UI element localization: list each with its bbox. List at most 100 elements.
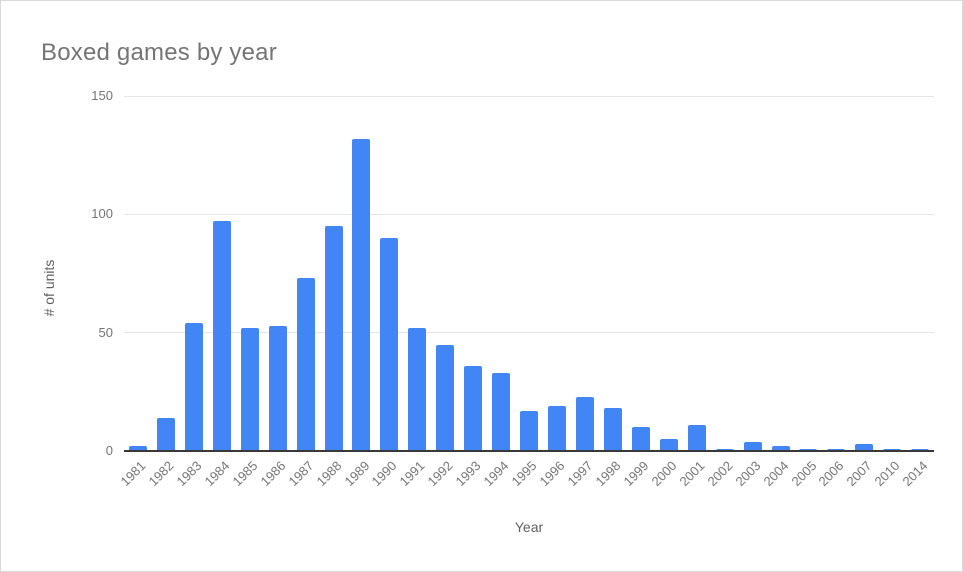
bar-slot-1989: 1989 <box>341 96 376 489</box>
bar-1981[interactable] <box>128 446 147 451</box>
x-tick-1995: 1995 <box>508 458 540 490</box>
bar-slot-1995: 1995 <box>509 96 543 489</box>
bar-slot-2014: 2014 <box>900 96 934 489</box>
bar-slot-1984: 1984 <box>201 96 236 489</box>
bar-slot-1991: 1991 <box>397 96 431 489</box>
bar-1999[interactable] <box>631 427 650 451</box>
x-axis-line <box>124 450 934 452</box>
bar-1997[interactable] <box>575 396 594 451</box>
gridline-100 <box>124 213 934 215</box>
x-tick-1986: 1986 <box>257 458 289 490</box>
bar-1989[interactable] <box>352 138 371 451</box>
x-tick-1989: 1989 <box>341 458 373 490</box>
bar-slot-1986: 1986 <box>257 96 292 489</box>
x-tick-1982: 1982 <box>145 458 177 490</box>
x-tick-1996: 1996 <box>536 458 568 490</box>
bar-2007[interactable] <box>855 443 874 451</box>
x-tick-2001: 2001 <box>676 458 708 490</box>
x-tick-1983: 1983 <box>173 458 205 490</box>
bar-slot-1987: 1987 <box>285 96 320 489</box>
y-tick-50: 50 <box>98 324 113 340</box>
bar-2000[interactable] <box>659 439 678 451</box>
bar-1987[interactable] <box>296 278 315 451</box>
bar-1983[interactable] <box>184 323 203 451</box>
bar-2006[interactable] <box>827 448 846 451</box>
y-tick-150: 150 <box>91 88 113 103</box>
x-tick-1994: 1994 <box>480 458 512 490</box>
x-tick-2004: 2004 <box>760 458 792 490</box>
x-tick-2006: 2006 <box>815 458 848 490</box>
bar-slot-1982: 1982 <box>145 96 180 489</box>
x-tick-1999: 1999 <box>620 458 652 490</box>
x-tick-2002: 2002 <box>704 458 736 490</box>
bar-slot-2007: 2007 <box>844 96 878 489</box>
bar-1986[interactable] <box>268 325 287 451</box>
bar-slot-2005: 2005 <box>788 96 823 489</box>
bar-1985[interactable] <box>240 327 259 451</box>
bar-2002[interactable] <box>715 448 734 451</box>
bar-slot-1999: 1999 <box>620 96 655 489</box>
x-tick-1987: 1987 <box>285 458 317 490</box>
x-tick-1985: 1985 <box>229 458 261 490</box>
bar-slot-2010: 2010 <box>872 96 906 489</box>
bar-1988[interactable] <box>324 226 343 451</box>
bar-slot-1981: 1981 <box>118 96 152 489</box>
bar-1994[interactable] <box>492 372 511 451</box>
gridline-150 <box>124 95 934 97</box>
x-axis-title: Year <box>514 519 544 535</box>
x-tick-2010: 2010 <box>871 458 903 490</box>
bar-slot-2003: 2003 <box>732 96 767 489</box>
bar-2005[interactable] <box>799 448 818 451</box>
bar-2003[interactable] <box>743 441 762 451</box>
bar-slot-2006: 2006 <box>816 96 850 489</box>
y-tick-0: 0 <box>105 443 113 458</box>
bar-slot-1997: 1997 <box>565 96 599 489</box>
bar-slot-1990: 1990 <box>369 96 403 489</box>
x-tick-1998: 1998 <box>592 458 624 490</box>
bar-slot-2000: 2000 <box>648 96 683 489</box>
x-tick-2003: 2003 <box>732 458 764 490</box>
bar-slot-1992: 1992 <box>425 96 459 489</box>
chart-title: Boxed games by year <box>41 39 277 66</box>
y-tick-100: 100 <box>91 206 113 222</box>
bar-1998[interactable] <box>603 408 622 451</box>
bar-2010[interactable] <box>883 448 902 451</box>
bar-1993[interactable] <box>464 365 483 451</box>
bar-1984[interactable] <box>212 221 231 451</box>
bar-1996[interactable] <box>548 406 567 451</box>
x-tick-2014: 2014 <box>899 458 931 490</box>
bar-slot-2004: 2004 <box>760 96 795 489</box>
bar-2004[interactable] <box>771 446 790 451</box>
x-tick-1997: 1997 <box>564 458 596 490</box>
bar-slot-1988: 1988 <box>313 96 348 489</box>
bar-slot-1996: 1996 <box>537 96 571 489</box>
bar-slot-2002: 2002 <box>704 96 739 489</box>
bar-slot-1998: 1998 <box>592 96 627 489</box>
bar-1990[interactable] <box>380 238 399 451</box>
x-tick-1981: 1981 <box>117 458 149 490</box>
bar-slot-1994: 1994 <box>481 96 515 489</box>
bar-1995[interactable] <box>520 410 539 451</box>
x-tick-2000: 2000 <box>648 458 680 490</box>
bars-row: 1981 1982 1983 1984 1985 1986 1987 1988 1989 1990… <box>118 96 934 489</box>
bar-1982[interactable] <box>156 417 175 451</box>
x-tick-1992: 1992 <box>424 458 456 490</box>
y-axis-title: # of units <box>41 259 57 317</box>
x-tick-1991: 1991 <box>396 458 428 490</box>
gridline-50 <box>124 332 934 334</box>
x-tick-1984: 1984 <box>201 458 233 490</box>
bar-slot-2001: 2001 <box>676 96 711 489</box>
bar-2001[interactable] <box>687 424 706 451</box>
bar-slot-1983: 1983 <box>173 96 208 489</box>
x-tick-1988: 1988 <box>313 458 345 490</box>
bar-1991[interactable] <box>408 327 427 451</box>
x-tick-1990: 1990 <box>368 458 401 490</box>
bar-2014[interactable] <box>911 448 930 451</box>
bar-slot-1993: 1993 <box>453 96 487 489</box>
x-tick-2007: 2007 <box>843 458 875 490</box>
x-tick-1993: 1993 <box>452 458 484 490</box>
bar-slot-1985: 1985 <box>229 96 264 489</box>
bar-1992[interactable] <box>436 344 455 451</box>
x-tick-2005: 2005 <box>788 458 820 490</box>
